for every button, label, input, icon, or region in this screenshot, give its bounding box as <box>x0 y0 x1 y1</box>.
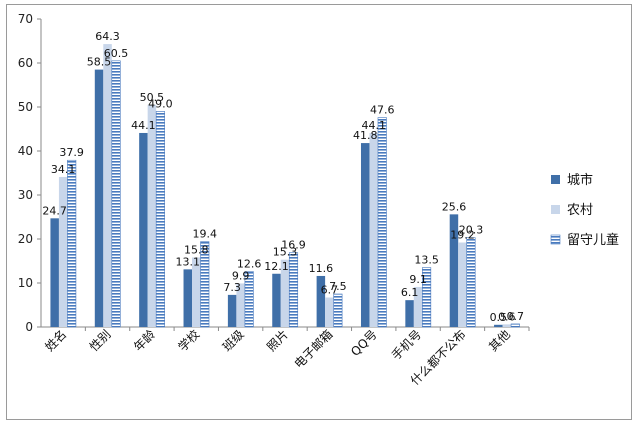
bar-QQ号-农村 <box>369 132 378 327</box>
bar-chart: 0 10 20 30 40 50 60 70 24.7 34.1 37.9 58.5 64.3 60.5… <box>18 12 619 389</box>
data-label: 0.6 <box>498 310 516 323</box>
bar-照片-留守儿童 <box>288 252 299 328</box>
y-tick-label: 0 <box>25 320 33 334</box>
data-label: 0.5 <box>490 311 508 324</box>
data-label: 41.8 <box>353 129 378 142</box>
data-label: 19.4 <box>193 228 218 241</box>
bar-班级-城市 <box>227 294 237 327</box>
y-tick-label: 40 <box>18 144 33 158</box>
x-category-label: 手机号 <box>389 327 424 362</box>
legend-label: 城市 <box>567 172 593 188</box>
bar-性别-城市 <box>94 69 104 327</box>
legend-swatch <box>551 175 560 184</box>
bar-姓名-留守儿童 <box>67 159 77 328</box>
chart-frame: 0 10 20 30 40 50 60 70 24.7 34.1 37.9 58.5 64.3 60.5… <box>6 4 632 420</box>
bar-手机号-城市 <box>405 300 414 327</box>
x-category-label: 年龄 <box>131 327 158 354</box>
bar-学校-留守儿童 <box>200 241 210 328</box>
data-label: 60.5 <box>104 47 129 60</box>
data-label: 0.7 <box>507 310 525 323</box>
bar-什么都不公布-留守儿童 <box>466 237 476 328</box>
bar-手机号-留守儿童 <box>422 267 432 328</box>
bar-照片-农村 <box>280 259 290 327</box>
x-category-label: 班级 <box>220 327 247 354</box>
data-label: 34.1 <box>51 163 76 176</box>
axes: 0 10 20 30 40 50 60 70 <box>18 12 530 334</box>
bar-QQ号-留守儿童 <box>377 117 387 328</box>
y-tick-label: 50 <box>18 100 33 114</box>
data-label: 20.3 <box>459 224 484 237</box>
y-tick-label: 30 <box>18 188 33 202</box>
data-label: 47.6 <box>370 104 395 117</box>
data-label: 44.1 <box>361 119 386 132</box>
bar-年龄-留守儿童 <box>155 111 165 328</box>
legend-label: 农村 <box>567 203 593 218</box>
x-category-label: 电子邮箱 <box>291 327 336 372</box>
data-label: 50.5 <box>140 91 165 104</box>
data-label: 7.5 <box>329 280 347 293</box>
bar-其他-农村 <box>502 324 512 327</box>
data-label: 44.1 <box>131 119 156 132</box>
data-label: 58.5 <box>87 56 112 69</box>
data-label: 25.6 <box>442 200 467 213</box>
bar-其他-城市 <box>494 324 503 327</box>
bar-年龄-农村 <box>147 104 157 327</box>
y-tick-label: 20 <box>18 232 33 246</box>
data-label: 49.0 <box>148 97 173 110</box>
data-label: 24.7 <box>42 204 67 217</box>
bar-姓名-农村 <box>58 176 68 327</box>
bar-QQ号-城市 <box>360 143 370 327</box>
data-label: 13.1 <box>176 255 201 268</box>
data-label: 15.8 <box>184 243 209 256</box>
data-label: 7.3 <box>223 281 241 294</box>
data-label: 12.6 <box>237 258 262 271</box>
x-category-label: 其他 <box>486 327 513 354</box>
data-label: 19.2 <box>450 229 475 242</box>
data-label: 6.7 <box>321 284 339 297</box>
bar-性别-农村 <box>103 44 112 327</box>
bar-电子邮箱-农村 <box>325 297 334 327</box>
data-label: 16.9 <box>281 239 306 252</box>
legend-swatch <box>550 234 561 245</box>
bar-班级-农村 <box>236 283 245 327</box>
x-category-label: QQ号 <box>348 327 380 359</box>
bar-姓名-城市 <box>50 218 59 327</box>
bar-电子邮箱-留守儿童 <box>333 293 343 328</box>
bar-什么都不公布-农村 <box>458 242 467 327</box>
x-category-label: 姓名 <box>42 327 70 355</box>
bar-性别-留守儿童 <box>111 60 121 328</box>
bar-年龄-城市 <box>139 132 148 327</box>
bar-手机号-农村 <box>413 286 423 327</box>
legend-label: 留守儿童 <box>567 232 619 248</box>
bar-照片-城市 <box>272 273 281 327</box>
bar-学校-农村 <box>192 257 201 327</box>
bar-电子邮箱-城市 <box>316 275 326 327</box>
x-category-label: 照片 <box>264 327 291 354</box>
data-labels: 24.7 34.1 37.9 58.5 64.3 60.5 44.1 50.549.0 13.1… <box>42 30 524 324</box>
data-label: 9.1 <box>409 273 427 286</box>
data-label: 64.3 <box>95 30 120 43</box>
data-label: 6.1 <box>401 286 419 299</box>
bar-班级-留守儿童 <box>244 271 254 328</box>
y-tick-label: 70 <box>18 12 33 26</box>
data-label: 15.3 <box>273 246 298 259</box>
data-label: 9.9 <box>232 269 250 282</box>
data-label: 13.5 <box>414 254 439 267</box>
bar-其他-留守儿童 <box>510 323 520 328</box>
data-label: 37.9 <box>59 146 84 159</box>
data-label: 12.1 <box>264 260 289 273</box>
y-tick-label: 60 <box>18 56 33 70</box>
data-label: 11.6 <box>309 262 334 275</box>
bar-学校-城市 <box>183 269 193 327</box>
bar-什么都不公布-城市 <box>449 214 459 327</box>
y-tick-label: 10 <box>18 276 33 290</box>
x-category-label: 学校 <box>175 327 203 355</box>
bars <box>50 44 520 328</box>
x-category-label: 性别 <box>87 327 114 354</box>
legend-swatch <box>551 205 560 214</box>
